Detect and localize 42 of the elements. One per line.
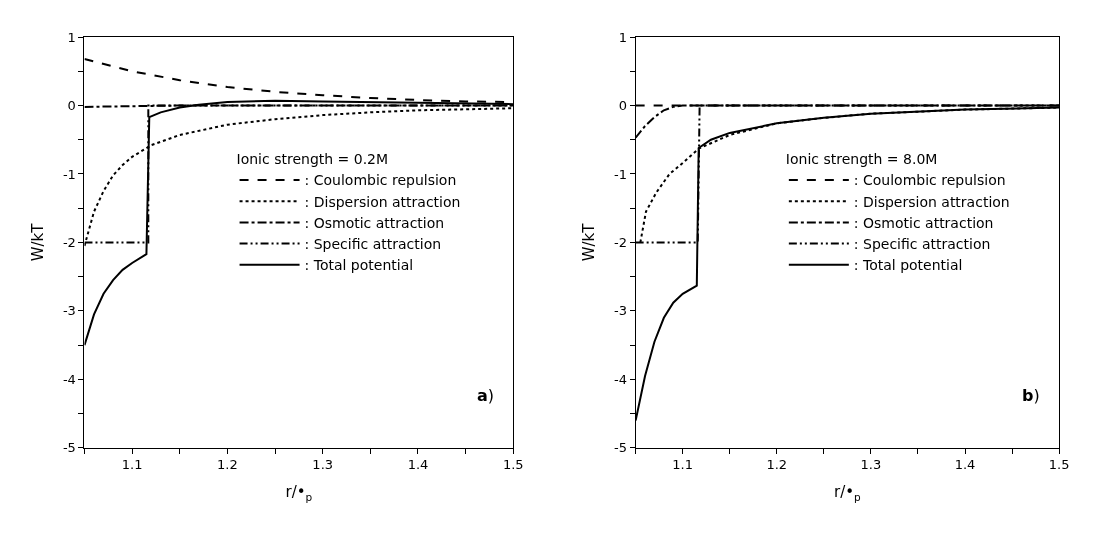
- legend-label: : Total potential: [304, 257, 414, 274]
- legend-label: : Coulombic repulsion: [853, 172, 1006, 189]
- legend-label: : Osmotic attraction: [853, 214, 994, 231]
- legend-label: : Specific attraction: [304, 236, 442, 253]
- legend-label: : Specific attraction: [853, 236, 991, 253]
- y-tick-label: -1: [62, 166, 76, 182]
- y-tick-label: -4: [614, 371, 628, 387]
- x-tick-label: 1.2: [766, 457, 788, 473]
- y-tick-label: 0: [618, 98, 628, 114]
- legend-title: Ionic strength = 8.0M: [785, 151, 938, 168]
- y-tick-label: -2: [614, 235, 628, 250]
- x-tick-label: 1.1: [121, 457, 143, 473]
- x-tick-label: 1.4: [407, 457, 429, 473]
- y-tick-label: -5: [62, 440, 76, 456]
- legend-label: : Total potential: [853, 257, 963, 274]
- x-tick-label: 1.3: [860, 457, 882, 473]
- x-tick-label: 1.5: [502, 457, 524, 473]
- legend-title: Ionic strength = 0.2M: [236, 151, 389, 168]
- y-tick-label: 1: [618, 29, 628, 45]
- y-axis-title: W/kT: [580, 222, 599, 262]
- y-tick-label: -5: [614, 440, 628, 456]
- y-tick-label: -4: [62, 371, 76, 387]
- annotation: a): [477, 386, 495, 405]
- x-axis-title: r/•$_{p}$: [833, 483, 862, 503]
- y-tick-label: -1: [614, 166, 628, 182]
- y-tick-label: -2: [62, 235, 76, 250]
- x-tick-label: 1.2: [217, 457, 238, 473]
- x-tick-label: 1.1: [672, 457, 694, 473]
- legend-label: : Coulombic repulsion: [304, 172, 457, 189]
- legend-label: : Osmotic attraction: [304, 214, 445, 231]
- y-tick-label: -3: [62, 303, 76, 319]
- y-tick-label: -3: [614, 303, 628, 319]
- x-tick-label: 1.5: [1048, 457, 1070, 473]
- x-axis-title: r/•$_{p}$: [285, 483, 313, 503]
- legend-label: : Dispersion attraction: [304, 193, 461, 210]
- y-tick-label: 0: [67, 98, 76, 114]
- x-tick-label: 1.3: [312, 457, 334, 473]
- annotation: b): [1022, 386, 1040, 405]
- y-tick-label: 1: [67, 29, 76, 45]
- x-tick-label: 1.4: [954, 457, 976, 473]
- y-axis-title: W/kT: [29, 222, 48, 262]
- legend-label: : Dispersion attraction: [853, 193, 1010, 210]
